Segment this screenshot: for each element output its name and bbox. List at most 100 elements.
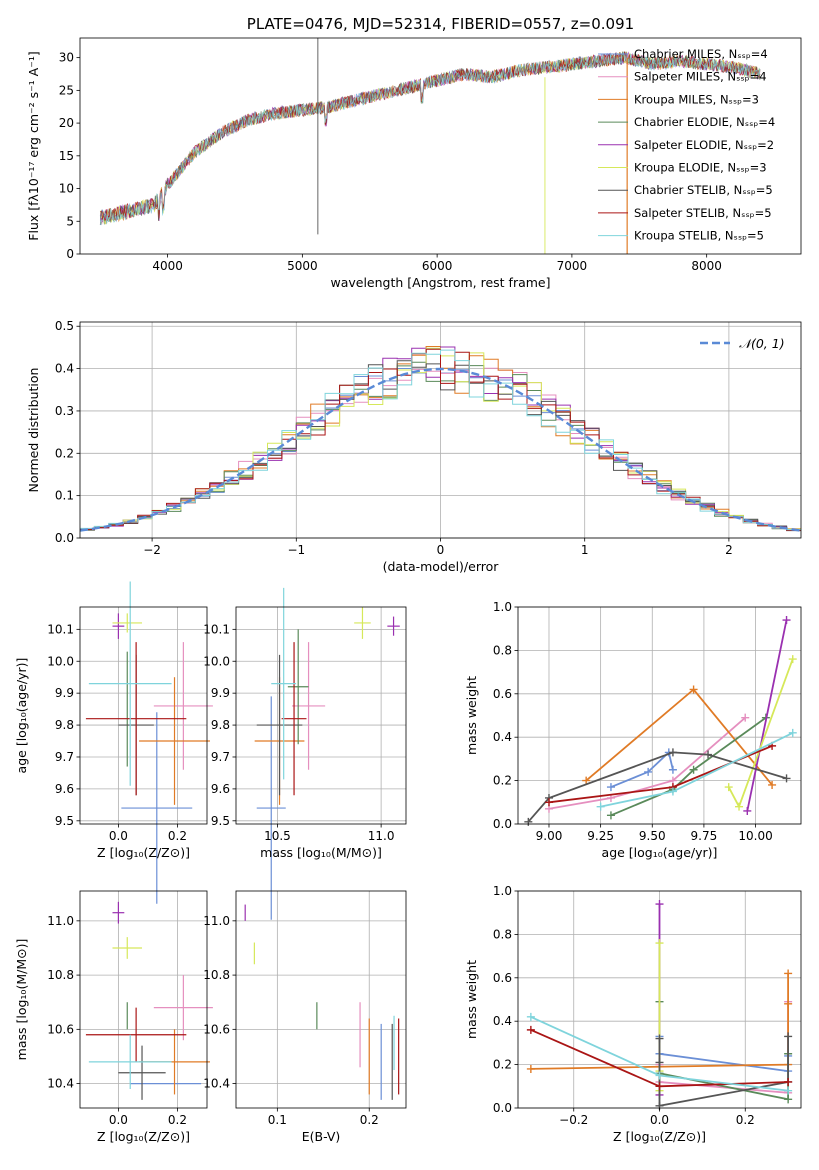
y-tick-label: 0.2: [493, 774, 512, 788]
axes-frame: [235, 606, 407, 825]
y-axis-label: mass weight: [464, 676, 479, 755]
y-tick-label: 0.8: [493, 643, 512, 657]
chart-title: PLATE=0476, MJD=52314, FIBERID=0557, z=0…: [247, 15, 634, 33]
weight-marker-chabrier_miles: [644, 767, 653, 776]
y-tick-label: 5: [66, 214, 74, 228]
legend-label: Salpeter STELIB, Nₛₛₚ=5: [634, 206, 772, 220]
weight-line-chabrier_miles: [610, 750, 674, 788]
x-tick-label: 7000: [557, 259, 588, 273]
y-tick-label: 0.5: [55, 319, 74, 333]
x-axis-label: Z [log₁₀(Z/Z⊙)]: [613, 1129, 706, 1144]
y-tick-label: 9.6: [55, 782, 74, 796]
legend-label: 𝒩(0, 1): [739, 336, 785, 351]
y-tick-label: 0.6: [493, 687, 512, 701]
weight-marker-salpeter_miles: [741, 713, 750, 722]
y-tick-label: 10.6: [47, 1022, 74, 1036]
weight-marker-salpeter_stelib: [784, 1077, 793, 1086]
x-tick-label: 2: [725, 543, 733, 557]
y-axis-label: age [log₁₀(age/yr)]: [14, 658, 29, 774]
y-tick-label: 0: [66, 247, 74, 261]
axes-frame: [517, 606, 802, 825]
weight-marker-kroupa_elodie: [735, 802, 744, 811]
y-tick-label: 9.6: [211, 782, 230, 796]
weight-marker-kroupa_stelib: [784, 1086, 793, 1095]
axes-frame: [79, 606, 208, 825]
y-tick-label: 0.6: [493, 971, 512, 985]
weight-marker-kroupa_miles: [784, 969, 793, 978]
weight-marker-kroupa_elodie: [724, 783, 733, 792]
histogram-kroupa_stelib: [80, 349, 801, 531]
x-axis-label: age [log₁₀(age/yr)]: [602, 845, 718, 860]
y-tick-label: 0.2: [493, 1058, 512, 1072]
x-tick-label: 11.0: [368, 829, 395, 843]
weight-line-kroupa_elodie: [727, 658, 794, 809]
weight-marker-chabrier_elodie: [606, 811, 615, 820]
legend-label: Chabrier ELODIE, Nₛₛₚ=4: [634, 115, 775, 129]
weight-marker-kroupa_stelib: [526, 1012, 535, 1021]
y-tick-label: 11.0: [203, 914, 230, 928]
x-axis-label: E(B-V): [302, 1129, 341, 1144]
legend-label: Chabrier STELIB, Nₛₛₚ=5: [634, 183, 773, 197]
weight-marker-salpeter_stelib: [655, 1082, 664, 1091]
y-tick-label: 9.7: [55, 750, 74, 764]
weight-marker-chabrier_stelib: [784, 1032, 793, 1041]
axes-frame: [517, 890, 802, 1109]
weight-line-salpeter_miles: [658, 1001, 789, 1094]
y-tick-label: 0.1: [55, 489, 74, 503]
spectrum-line-salpeter_stelib: [100, 51, 761, 222]
weight-line-chabrier_elodie: [610, 716, 767, 817]
weight-marker-kroupa_miles: [784, 999, 793, 1008]
y-tick-label: 10.1: [203, 622, 230, 636]
y-tick-label: 15: [59, 149, 74, 163]
x-tick-label: 0.0: [109, 1113, 128, 1127]
weight-marker-kroupa_miles: [582, 776, 591, 785]
y-tick-label: 10: [59, 182, 74, 196]
y-tick-label: 9.9: [211, 686, 230, 700]
legend-label: Chabrier MILES, Nₛₛₚ=4: [634, 47, 768, 61]
weight-marker-kroupa_stelib: [788, 728, 797, 737]
grid-layer: [80, 322, 801, 1109]
axes-frame: [79, 890, 208, 1109]
y-tick-label: 0.8: [493, 927, 512, 941]
weight-marker-salpeter_elodie: [743, 806, 752, 815]
weight-marker-salpeter_stelib: [526, 1025, 535, 1034]
x-axis-label: mass [log₁₀(M/M⊙)]: [260, 845, 382, 860]
y-tick-label: 10.0: [203, 654, 230, 668]
y-tick-label: 10.4: [203, 1077, 230, 1091]
y-tick-label: 10.8: [47, 968, 74, 982]
data-layer: [79, 38, 802, 1110]
weight-marker-kroupa_elodie: [655, 939, 664, 948]
y-tick-label: 10.4: [47, 1077, 74, 1091]
y-axis-label: mass weight: [464, 960, 479, 1039]
y-tick-label: 9.9: [55, 686, 74, 700]
weight-marker-chabrier_stelib: [655, 1058, 664, 1067]
y-tick-label: 9.8: [211, 718, 230, 732]
x-tick-label: 1: [581, 543, 589, 557]
x-axis-label: (data-model)/error: [383, 559, 500, 574]
axes-frame: [235, 890, 407, 1109]
y-axis-label: mass [log₁₀(M/M⊙)]: [14, 939, 29, 1061]
x-tick-label: 0.0: [650, 1113, 669, 1127]
x-tick-label: −1: [287, 543, 305, 557]
y-tick-label: 25: [59, 83, 74, 97]
spectrum-line-kroupa_stelib: [99, 51, 761, 226]
y-tick-label: 9.7: [211, 750, 230, 764]
y-tick-label: 20: [59, 116, 74, 130]
y-tick-label: 0.0: [493, 817, 512, 831]
legend-label: Kroupa MILES, Nₛₛₚ=3: [634, 92, 759, 106]
y-tick-label: 11.0: [47, 914, 74, 928]
x-tick-label: 4000: [152, 259, 183, 273]
x-tick-label: 5000: [287, 259, 318, 273]
weight-line-salpeter_elodie: [746, 619, 788, 812]
weight-marker-kroupa_stelib: [655, 1071, 664, 1080]
y-tick-label: 0.4: [493, 730, 512, 744]
y-tick-label: 9.5: [211, 814, 230, 828]
axes-frame: [79, 37, 802, 255]
x-axis-label: Z [log₁₀(Z/Z⊙)]: [97, 1129, 190, 1144]
x-tick-label: 9.00: [536, 829, 563, 843]
legend-label: Salpeter MILES, Nₛₛₚ=4: [634, 70, 767, 84]
weight-marker-kroupa_miles: [768, 780, 777, 789]
weight-marker-chabrier_elodie: [784, 1095, 793, 1104]
y-tick-label: 0.3: [55, 404, 74, 418]
